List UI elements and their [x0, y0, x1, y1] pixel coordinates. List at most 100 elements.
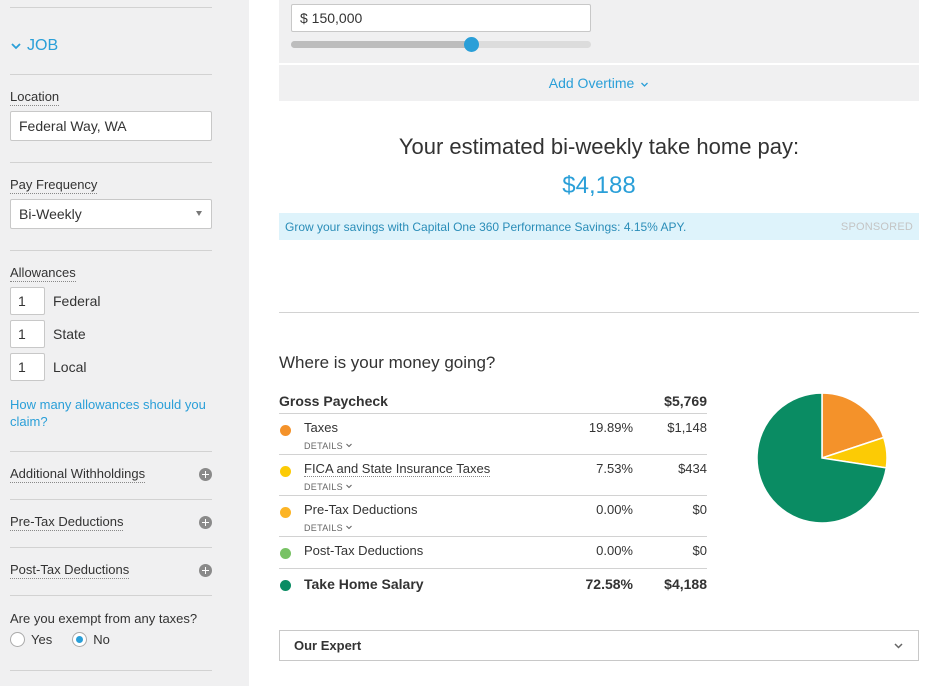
location-input[interactable]: Federal Way, WA: [10, 111, 212, 141]
divider: [10, 162, 212, 163]
gross-paycheck-row: Gross Paycheck $5,769: [279, 388, 707, 414]
exempt-no-radio[interactable]: [72, 632, 88, 647]
legend-dot: [280, 507, 291, 518]
row-amount: $0: [692, 543, 707, 558]
legend-dot: [280, 548, 291, 559]
gross-paycheck-value: $5,769: [664, 392, 707, 409]
pay-frequency-select[interactable]: Bi-Weekly: [10, 199, 212, 229]
salary-input[interactable]: $ 150,000: [291, 4, 591, 32]
divider: [10, 499, 212, 500]
details-toggle[interactable]: DETAILS: [304, 523, 353, 533]
allowance-state-label: State: [53, 326, 86, 342]
breakdown-row-taxes: Taxes DETAILS 19.89% $1,148: [279, 414, 707, 455]
row-name: Pre-Tax Deductions: [304, 502, 418, 517]
allowance-state: 1 State: [10, 320, 86, 348]
exempt-question: Are you exempt from any taxes?: [10, 611, 198, 626]
divider: [10, 670, 212, 671]
legend-dot: [280, 580, 291, 591]
chevron-down-icon: [894, 643, 903, 649]
row-percent: 19.89%: [588, 420, 633, 435]
allowances-help-link[interactable]: How many allowances should you claim?: [10, 397, 206, 429]
row-amount: $1,148: [667, 420, 707, 435]
pay-frequency-label: Pay Frequency: [10, 177, 98, 194]
pretax-deductions-toggle[interactable]: Pre-Tax Deductions: [10, 514, 212, 531]
divider: [10, 250, 212, 251]
breakdown-table: Gross Paycheck $5,769 Taxes DETAILS 19.8…: [279, 388, 707, 601]
salary-slider-fill: [291, 41, 471, 48]
plus-circle-icon[interactable]: [199, 468, 212, 481]
promo-message[interactable]: Grow your savings with Capital One 360 P…: [285, 219, 687, 234]
legend-dot: [280, 425, 291, 436]
add-overtime-toggle[interactable]: Add Overtime: [279, 75, 919, 91]
row-percent: 0.00%: [596, 543, 633, 558]
breakdown-row-fica: FICA and State Insurance Taxes DETAILS 7…: [279, 455, 707, 496]
allowance-local: 1 Local: [10, 353, 86, 381]
row-name: FICA and State Insurance Taxes: [304, 461, 491, 477]
allowance-state-input[interactable]: 1: [10, 320, 45, 348]
pie-slice-take-home-salary: [756, 392, 888, 524]
job-heading: JOB: [27, 37, 59, 54]
add-overtime-label: Add Overtime: [548, 75, 635, 91]
gross-paycheck-label: Gross Paycheck: [279, 392, 388, 409]
take-home-row: Take Home Salary 72.58% $4,188: [279, 569, 707, 601]
allowances-label: Allowances: [10, 265, 76, 282]
additional-withholdings-label: Additional Withholdings: [10, 466, 146, 483]
details-label: DETAILS: [304, 441, 343, 451]
job-section-toggle[interactable]: JOB: [10, 37, 58, 55]
exempt-yes-radio[interactable]: [10, 632, 25, 647]
allowance-federal-input[interactable]: 1: [10, 287, 45, 315]
allowance-federal: 1 Federal: [10, 287, 100, 315]
sidebar: JOB Location Federal Way, WA Pay Frequen…: [0, 0, 249, 686]
row-percent: 0.00%: [596, 502, 633, 517]
chevron-down-icon: [11, 43, 21, 50]
exempt-no-label: No: [93, 632, 110, 647]
exempt-radio-group: Yes No: [10, 632, 110, 647]
allowance-federal-label: Federal: [53, 293, 101, 309]
chevron-down-icon: [641, 82, 649, 87]
our-expert-toggle[interactable]: Our Expert: [279, 630, 919, 661]
salary-slider[interactable]: [291, 37, 591, 52]
divider: [10, 74, 212, 75]
legend-dot: [280, 466, 291, 477]
posttax-deductions-toggle[interactable]: Post-Tax Deductions: [10, 562, 212, 579]
pretax-deductions-label: Pre-Tax Deductions: [10, 514, 124, 531]
breakdown-row-pretax: Pre-Tax Deductions DETAILS 0.00% $0: [279, 496, 707, 537]
promo-banner[interactable]: Grow your savings with Capital One 360 P…: [279, 213, 919, 240]
details-label: DETAILS: [304, 523, 343, 533]
allowance-local-label: Local: [53, 359, 87, 375]
salary-slider-thumb[interactable]: [463, 37, 479, 52]
caret-down-icon: [196, 211, 202, 216]
divider: [10, 547, 212, 548]
divider: [10, 451, 212, 452]
details-label: DETAILS: [304, 482, 343, 492]
pay-frequency-value: Bi-Weekly: [19, 206, 82, 222]
exempt-yes-label: Yes: [31, 632, 53, 647]
location-label: Location: [10, 89, 60, 106]
posttax-deductions-label: Post-Tax Deductions: [10, 562, 130, 579]
allowance-local-input[interactable]: 1: [10, 353, 45, 381]
divider: [279, 312, 919, 313]
plus-circle-icon[interactable]: [199, 516, 212, 529]
take-home-amount: $4,188: [664, 576, 707, 592]
details-toggle[interactable]: DETAILS: [304, 441, 353, 451]
row-amount: $0: [692, 502, 707, 517]
row-percent: 7.53%: [596, 461, 633, 476]
our-expert-label: Our Expert: [294, 638, 362, 653]
row-name: Taxes: [304, 420, 338, 435]
breakdown-title: Where is your money going?: [279, 353, 496, 372]
paycheck-pie-chart: [756, 392, 888, 524]
chevron-down-icon: [346, 525, 352, 530]
divider: [10, 595, 212, 596]
estimate-title: Your estimated bi-weekly take home pay:: [398, 134, 800, 159]
details-toggle[interactable]: DETAILS: [304, 482, 353, 492]
row-name: Post-Tax Deductions: [304, 543, 424, 558]
additional-withholdings-toggle[interactable]: Additional Withholdings: [10, 466, 212, 483]
chevron-down-icon: [346, 443, 352, 448]
salary-panel: $ 150,000 Add Overtime: [279, 0, 919, 101]
pie-slice-taxes: [821, 392, 885, 460]
plus-circle-icon[interactable]: [199, 564, 212, 577]
chevron-down-icon: [346, 484, 352, 489]
breakdown-row-posttax: Post-Tax Deductions 0.00% $0: [279, 537, 707, 569]
take-home-label: Take Home Salary: [304, 576, 424, 592]
take-home-percent: 72.58%: [585, 576, 633, 592]
